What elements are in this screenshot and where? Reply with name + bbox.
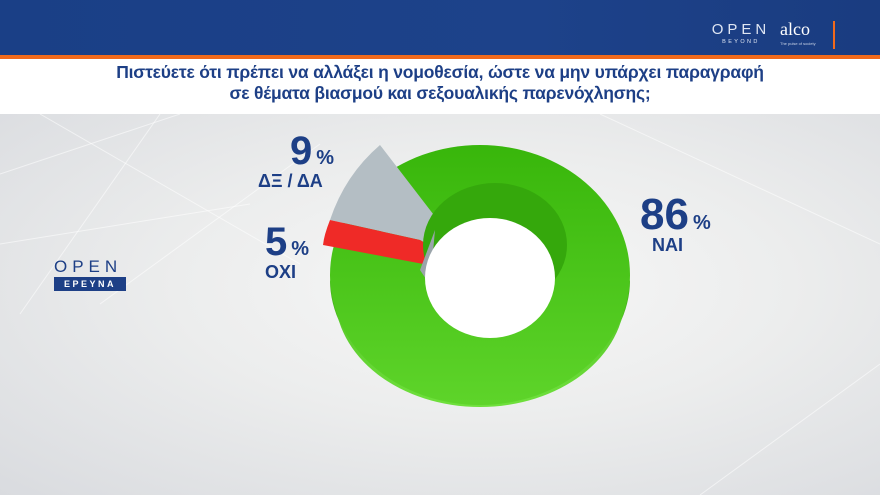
dk-pct: % [316,147,335,169]
question-line-1: Πιστεύετε ότι πρέπει να αλλάξει η νομοθε… [116,62,764,82]
donut-hole [425,218,555,338]
nai-value: 86 [640,190,689,239]
dk-caption: ΔΞ / ΔΑ [258,171,323,191]
donut-chart [323,145,630,407]
label-oxi: 5% ΟΧΙ [265,222,309,282]
logo-accent-bar [833,21,835,49]
open-beyond-logo: OPEN BEYOND [708,22,774,45]
oxi-value: 5 [265,220,288,264]
alco-logo-text: alco [780,19,810,39]
ereyna-badge: ΕΡΕΥΝΑ [54,277,126,291]
label-nai: 86% ΝΑΙ [640,193,711,256]
background-lines [0,114,880,495]
open-text: OPEN [54,257,123,276]
oxi-pct: % [291,238,310,260]
header-divider [0,55,880,59]
label-dk: 9% ΔΞ / ΔΑ [258,129,335,191]
beyond-logo-text: BEYOND [722,39,760,45]
question-title: Πιστεύετε ότι πρέπει να αλλάξει η νομοθε… [0,62,880,104]
question-line-2: σε θέματα βιασμού και σεξουαλικής παρενό… [229,83,651,103]
open-ereyna-logo: OPEN ΕΡΕΥΝΑ [54,258,126,291]
header-bar [0,0,880,55]
oxi-caption: ΟΧΙ [265,262,297,282]
nai-pct: % [692,212,711,234]
nai-caption: ΝΑΙ [652,235,683,255]
dk-value: 9 [290,129,313,173]
alco-tagline: The pulse of society [780,41,816,46]
open-logo-text: OPEN [711,21,771,38]
alco-logo: alco The pulse of society [780,20,816,46]
